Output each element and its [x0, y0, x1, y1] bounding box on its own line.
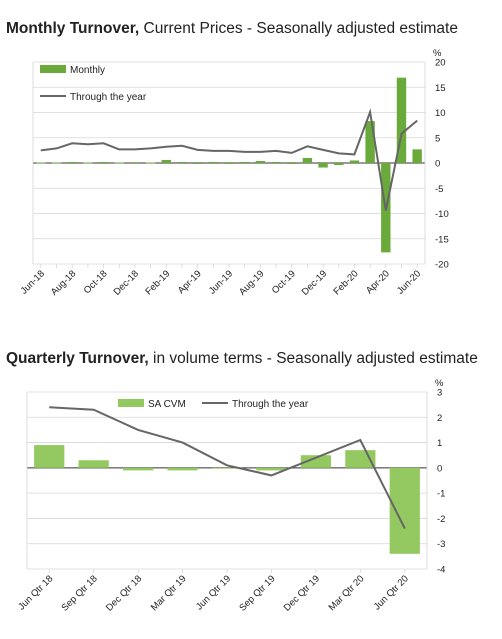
x-tick-label: Dec Qtr 18	[104, 573, 144, 613]
x-tick-label: Jun Qtr 18	[16, 573, 55, 612]
bar	[318, 163, 328, 168]
title-bold: Quarterly Turnover,	[6, 350, 149, 367]
bar	[167, 467, 198, 471]
title-regular: in volume terms	[148, 350, 263, 367]
y-tick-label: -1	[437, 489, 445, 500]
legend-bar-swatch	[40, 65, 66, 73]
bar	[389, 467, 420, 554]
chart-title-monthly: Monthly Turnover, Current Prices - Seaso…	[6, 20, 458, 38]
x-tick-label: Jun Qtr 20	[372, 573, 411, 612]
bar	[192, 163, 203, 165]
bar	[256, 467, 287, 471]
bar	[114, 162, 124, 164]
y-tick-label: 0	[435, 159, 440, 170]
x-tick-label: Mar Qtr 19	[149, 573, 189, 613]
bar	[161, 159, 171, 163]
bar	[67, 161, 77, 163]
bar	[208, 161, 219, 163]
y-unit-label: %	[433, 48, 442, 59]
x-tick-label: Sep Qtr 19	[237, 573, 277, 613]
bar	[145, 162, 156, 164]
legend-bar-swatch	[118, 399, 144, 407]
y-tick-label: -20	[435, 260, 449, 271]
y-tick-label: 15	[435, 83, 446, 94]
bar	[177, 161, 187, 163]
bar	[83, 162, 93, 164]
title-separator: -	[242, 20, 257, 37]
bar	[239, 161, 250, 163]
y-tick-label: 5	[435, 133, 440, 144]
legend-label: Monthly	[70, 65, 105, 76]
y-tick-label: 1	[437, 438, 442, 449]
y-unit-label: %	[435, 378, 444, 389]
y-tick-label: 20	[435, 58, 446, 69]
bar	[130, 163, 140, 164]
bar	[334, 163, 344, 166]
chart-title-quarterly: Quarterly Turnover, in volume terms - Se…	[6, 350, 478, 368]
x-tick-label: Dec Qtr 19	[282, 573, 322, 613]
x-tick-label: Sep Qtr 18	[60, 573, 100, 613]
bar	[300, 455, 331, 468]
bar	[255, 160, 266, 163]
through-the-year-line	[49, 406, 406, 529]
bar	[34, 445, 65, 468]
bar	[302, 157, 313, 163]
y-tick-label: 10	[435, 108, 446, 119]
bar	[365, 121, 375, 163]
bar	[78, 460, 109, 468]
y-tick-label: -2	[437, 514, 445, 525]
title-regular-2: Seasonally adjusted estimate	[256, 20, 458, 37]
title-regular-2: Seasonally adjusted estimate	[276, 350, 478, 367]
bar	[211, 467, 243, 469]
bar	[123, 467, 154, 471]
bar	[224, 163, 234, 165]
bar	[349, 160, 360, 163]
bar	[36, 162, 46, 164]
y-tick-label: 3	[437, 388, 442, 399]
y-tick-label: -3	[437, 539, 445, 550]
bar	[98, 161, 109, 163]
y-tick-label: -4	[437, 565, 445, 576]
bar	[271, 161, 281, 163]
legend-label: Through the year	[70, 92, 147, 103]
x-tick-label: Jun Qtr 19	[194, 573, 233, 612]
y-tick-label: -15	[435, 234, 449, 245]
bar	[412, 149, 422, 163]
y-tick-label: 2	[437, 413, 442, 424]
legend-label: Through the year	[232, 399, 309, 410]
title-separator: -	[262, 350, 277, 367]
through-the-year-line	[40, 108, 418, 211]
title-bold: Monthly Turnover,	[6, 20, 140, 37]
x-tick-label: Mar Qtr 20	[327, 573, 367, 613]
bar	[396, 77, 407, 163]
y-tick-label: 0	[437, 463, 442, 474]
bar	[51, 162, 62, 164]
bar	[287, 163, 297, 165]
y-tick-label: -10	[435, 209, 449, 220]
y-tick-label: -5	[435, 184, 443, 195]
title-regular: Current Prices	[139, 20, 243, 37]
legend-label: SA CVM	[148, 399, 186, 410]
